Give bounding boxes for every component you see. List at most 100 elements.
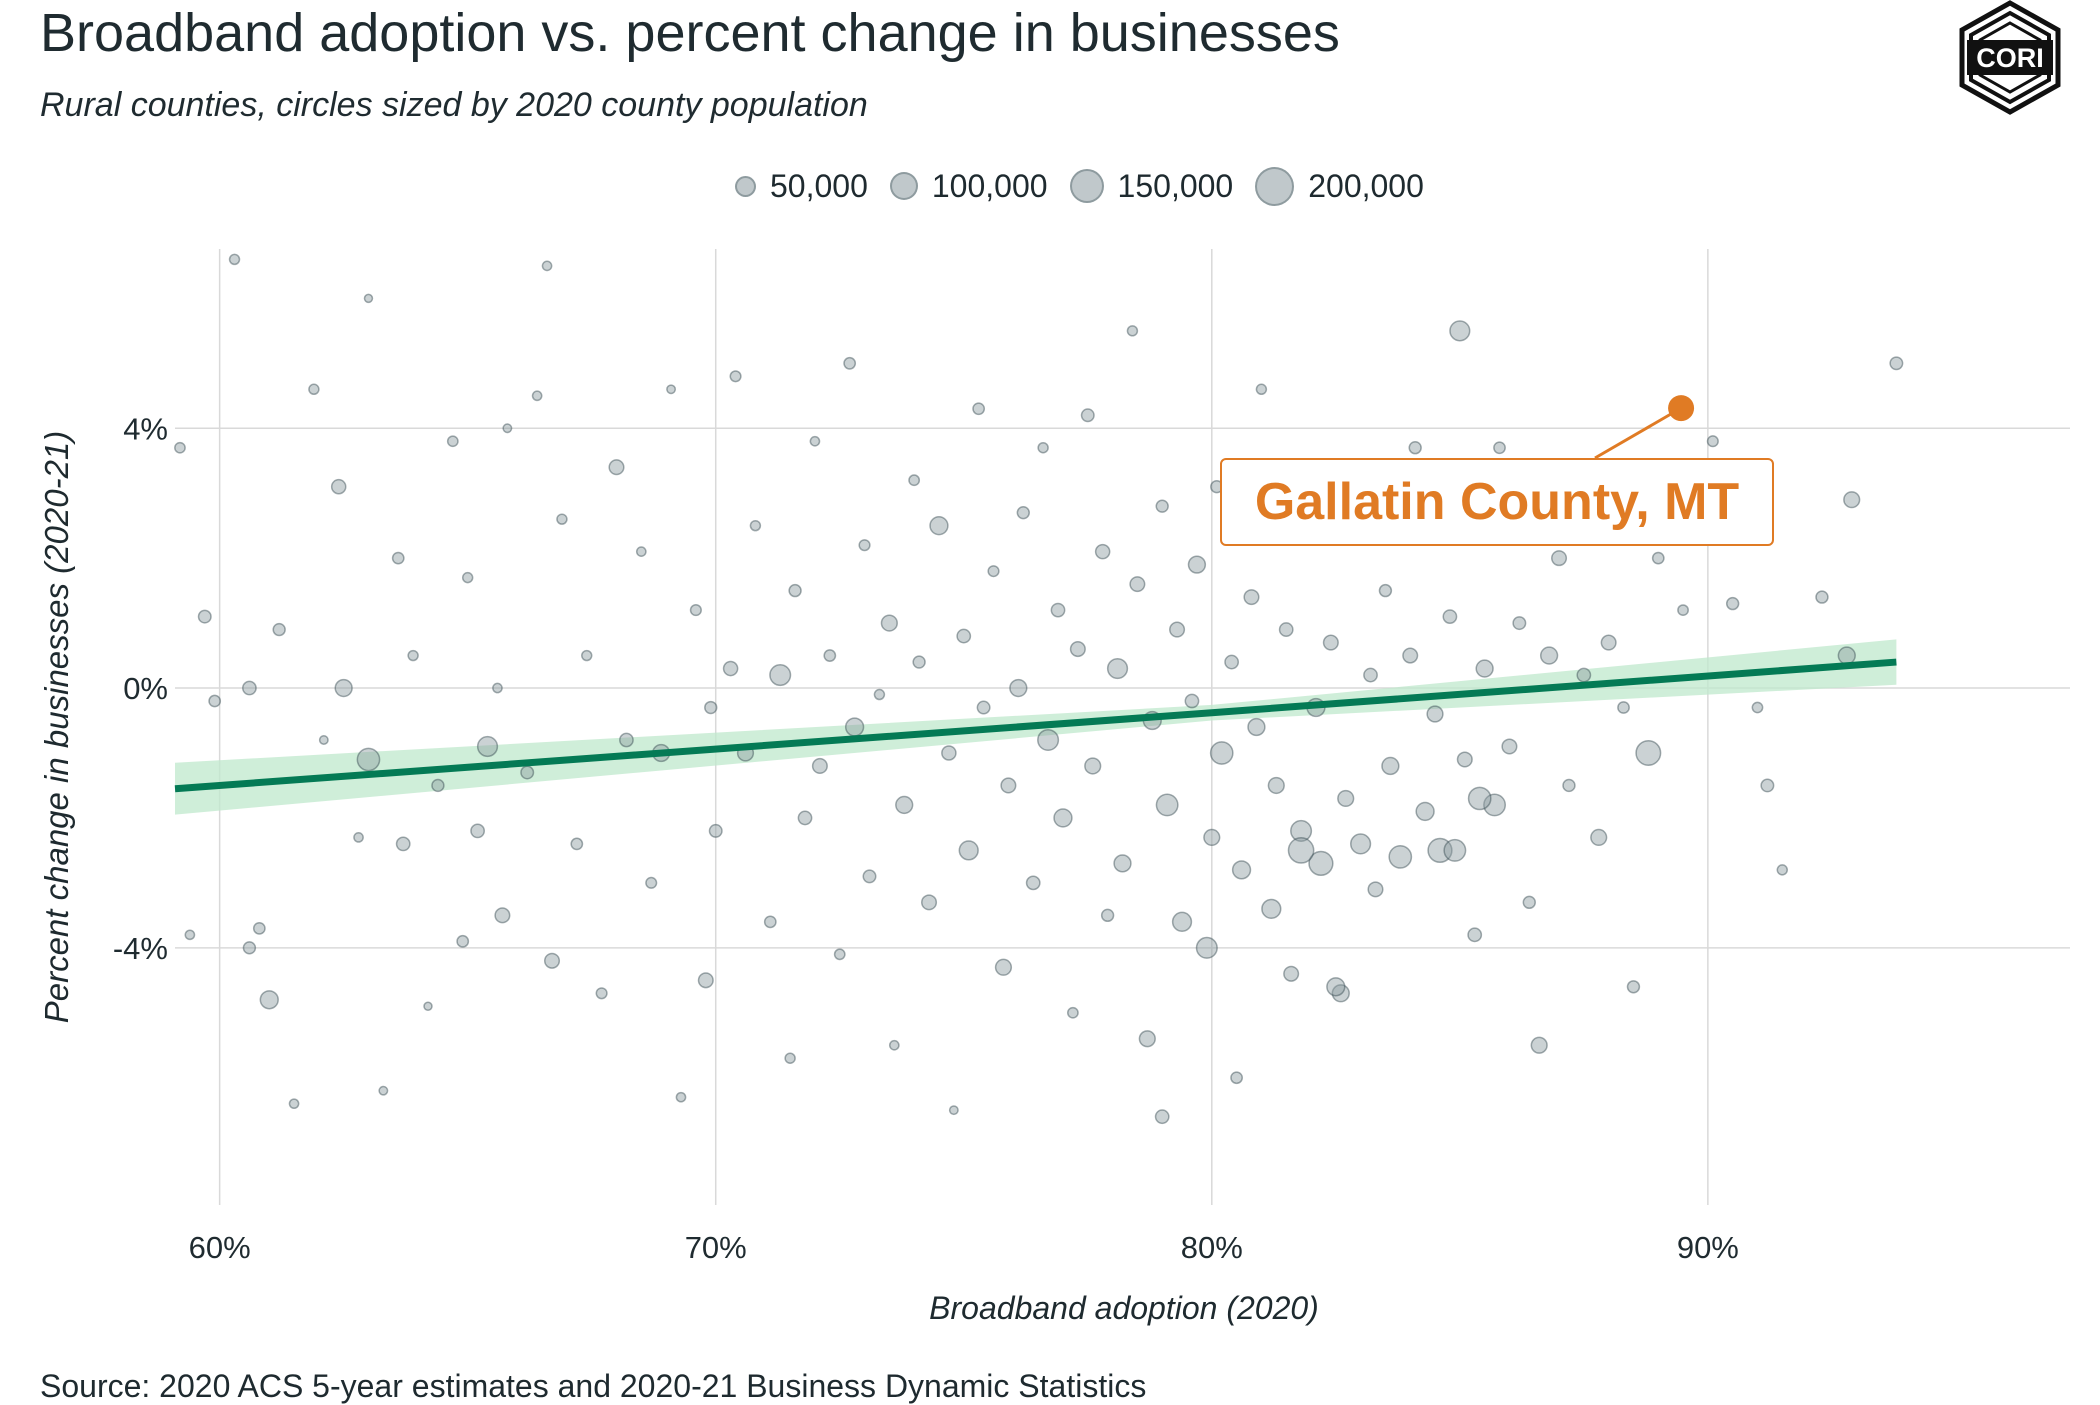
chart-title: Broadband adoption vs. percent change in… [40, 3, 1340, 63]
data-point [1243, 589, 1260, 606]
data-point [1456, 751, 1473, 768]
data-point [1322, 634, 1339, 651]
data-point [1126, 325, 1139, 337]
data-point [1442, 609, 1458, 624]
data-point [184, 929, 196, 941]
x-tick-label: 90% [1677, 1230, 1739, 1265]
data-point [208, 694, 222, 708]
data-point [811, 757, 828, 774]
data-point [797, 810, 813, 826]
y-tick-label: 4% [123, 411, 168, 446]
data-point [1350, 833, 1372, 855]
legend-label: 150,000 [1117, 167, 1234, 204]
data-point [531, 390, 543, 402]
y-axis-ticks: -4% 0% 4% [113, 411, 168, 966]
data-point [259, 990, 279, 1010]
data-point [1080, 408, 1095, 423]
data-point [1184, 693, 1200, 709]
data-point [353, 832, 364, 843]
data-point [1247, 717, 1266, 737]
data-point [1576, 667, 1592, 683]
data-point [1815, 590, 1829, 604]
data-point [197, 609, 212, 624]
data-point [1493, 441, 1506, 455]
data-point [1475, 659, 1494, 678]
data-point [689, 604, 702, 617]
data-point [1600, 634, 1617, 651]
data-point [456, 934, 470, 948]
data-point [1626, 980, 1641, 994]
data-point [895, 795, 914, 815]
data-point [242, 941, 257, 955]
data-point [1337, 789, 1355, 808]
data-point [729, 370, 742, 383]
data-point [1415, 801, 1435, 822]
data-point [929, 516, 949, 536]
data-point [708, 823, 723, 838]
legend-label: 50,000 [770, 167, 868, 204]
data-point [1467, 927, 1483, 943]
source-note: Source: 2020 ACS 5-year estimates and 20… [40, 1368, 1147, 1404]
cori-logo: CORI [1959, 0, 2061, 115]
data-point [1512, 616, 1527, 631]
data-point [228, 253, 241, 266]
data-point [1522, 895, 1536, 910]
annotation-gallatin-county: Gallatin County, MT [1220, 458, 1774, 546]
data-point [1037, 728, 1060, 752]
data-point [1635, 739, 1662, 766]
data-point [363, 293, 374, 304]
data-point [941, 745, 957, 761]
data-point [1308, 850, 1334, 877]
data-point [1501, 738, 1518, 755]
data-point [1171, 911, 1193, 932]
data-point [431, 778, 445, 793]
data-point [1195, 936, 1218, 959]
data-point [1889, 356, 1904, 371]
data-point [1367, 881, 1384, 898]
legend-circle [1069, 169, 1104, 203]
data-point [1760, 778, 1775, 793]
data-point [1100, 908, 1115, 923]
data-point [1155, 499, 1169, 513]
data-point [809, 435, 821, 447]
data-point [476, 735, 499, 758]
data-point [921, 894, 938, 911]
data-point [1837, 646, 1856, 665]
data-point [1530, 1036, 1548, 1054]
data-point [1378, 583, 1393, 598]
data-point [763, 915, 777, 929]
data-point [581, 649, 593, 662]
data-point [1402, 647, 1419, 664]
data-point [1290, 819, 1313, 842]
data-point [1651, 551, 1665, 565]
data-point [958, 840, 979, 861]
data-point [608, 459, 625, 476]
svg-text:CORI: CORI [1976, 43, 2044, 73]
legend-item-50k: 50,000 [735, 168, 868, 205]
highlight-point-gallatin [1668, 395, 1695, 422]
data-point [1053, 808, 1073, 828]
data-point [1562, 778, 1576, 793]
data-point [595, 987, 608, 1000]
data-point [880, 614, 898, 632]
data-point [1388, 845, 1413, 869]
data-point [1025, 875, 1041, 891]
data-point [844, 717, 865, 737]
data-point [570, 837, 584, 851]
data-point [1084, 757, 1102, 775]
data-point [1009, 678, 1028, 698]
data-point [1050, 602, 1066, 618]
data-point [908, 474, 921, 487]
data-points [174, 253, 1904, 1125]
legend-circle [889, 172, 918, 200]
legend-circle [735, 175, 756, 197]
data-point [1776, 864, 1789, 876]
data-point [494, 907, 511, 924]
x-axis-title: Broadband adoption (2020) [929, 1290, 1319, 1326]
data-point [492, 682, 503, 694]
data-point [823, 649, 837, 662]
data-point [784, 1052, 796, 1064]
data-point [1408, 441, 1422, 455]
data-point [356, 747, 381, 772]
